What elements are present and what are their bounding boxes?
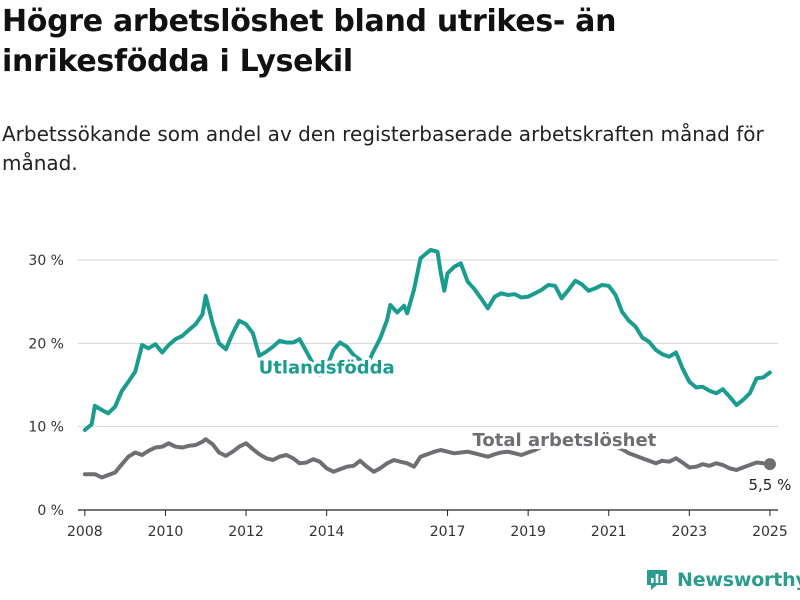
x-tick-label: 2008 xyxy=(67,524,103,540)
y-tick-label: 30 % xyxy=(28,253,64,269)
x-tick-label: 2010 xyxy=(148,524,184,540)
x-tick-label: 2012 xyxy=(228,524,264,540)
series-name-label: Utlandsfödda xyxy=(259,358,395,379)
grid-lines xyxy=(78,259,778,511)
chart-title: Högre arbetslöshet bland utrikes- än inr… xyxy=(2,4,617,79)
end-point-marker xyxy=(763,458,776,471)
y-tick-label: 20 % xyxy=(28,336,64,352)
y-tick-label: 0 % xyxy=(37,503,64,519)
line-chart: 2008 2010 2012 2014 2017 2019 2021 2023 2025 0 %… xyxy=(28,248,792,540)
x-axis: 2008 2010 2012 2014 2017 2019 2021 2023 2025 xyxy=(67,510,788,540)
end-value-label: 5,5 % xyxy=(748,476,791,494)
y-tick-label: 10 % xyxy=(28,420,64,436)
newsworthy-logo-icon xyxy=(647,570,667,590)
series-lines xyxy=(82,248,772,480)
series-labels: Utlandsfödda Total arbetslöshet 5,5 % xyxy=(256,355,792,495)
x-tick-label: 2025 xyxy=(752,524,788,540)
x-tick-label: 2021 xyxy=(591,524,627,540)
x-tick-label: 2023 xyxy=(672,524,708,540)
brand-name: Newsworthy xyxy=(677,569,800,591)
x-tick-label: 2019 xyxy=(510,524,546,540)
series-name-label: Total arbetslöshet xyxy=(473,430,657,451)
newsworthy-brand: Newsworthy xyxy=(645,568,800,592)
series-line-utlandsfodda xyxy=(82,248,772,432)
x-tick-label: 2017 xyxy=(430,524,466,540)
series-line-total xyxy=(82,435,772,480)
chart-subtitle: Arbetssökande som andel av den registerb… xyxy=(2,122,764,175)
y-axis: 0 % 10 % 20 % 30 % xyxy=(28,253,64,519)
x-tick-label: 2014 xyxy=(309,524,345,540)
